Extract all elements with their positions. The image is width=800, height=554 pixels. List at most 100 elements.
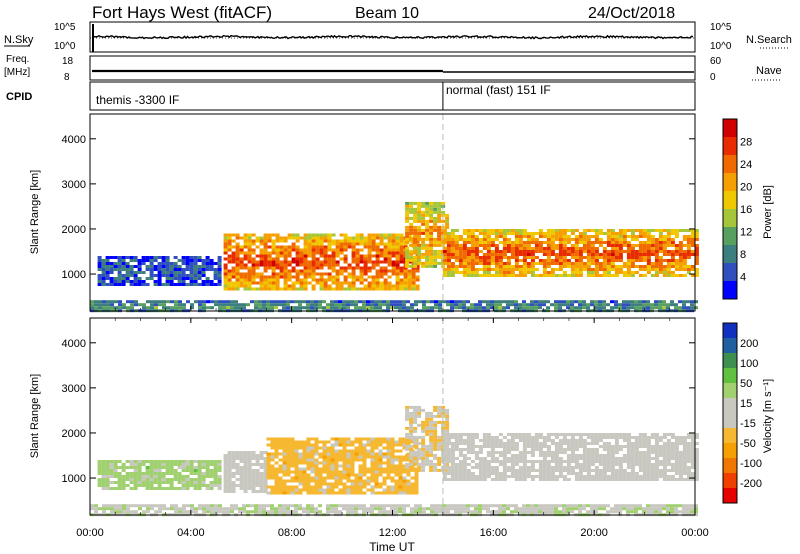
heatmap-cell [611,274,615,277]
heatmap-cell [415,477,419,480]
heatmap-cell [425,208,429,211]
heatmap-cell [413,457,417,460]
heatmap-cell [346,300,350,303]
heatmap-cell [343,483,347,486]
heatmap-cell [254,300,258,303]
heatmap-cell [539,451,543,454]
heatmap-cell [671,436,675,439]
heatmap-cell [615,439,619,442]
heatmap-cell [110,469,114,472]
heatmap-cell [380,243,384,246]
heatmap-cell [691,253,695,256]
heatmap-cell [299,456,303,459]
heatmap-cell [198,268,202,271]
heatmap-cell [399,483,403,486]
heatmap-cell [527,475,531,478]
heatmap-cell [268,237,272,240]
heatmap-cell [344,261,348,264]
heatmap-cell [579,247,583,250]
heatmap-cell [359,447,363,450]
heatmap-cell [142,472,146,475]
heatmap-cell [659,265,663,268]
heatmap-cell [659,469,663,472]
heatmap-cell [483,247,487,250]
heatmap-cell [611,436,615,439]
heatmap-cell [563,250,567,253]
heatmap-cell [363,492,367,495]
heatmap-cell [539,454,543,457]
heatmap-cell [371,477,375,480]
heatmap-cell [551,229,555,232]
heatmap-cell [429,433,433,436]
heatmap-cell [323,465,327,468]
heatmap-cell [356,258,360,261]
heatmap-cell [630,306,634,309]
heatmap-cell [178,487,182,490]
heatmap-cell [575,472,579,475]
heatmap-cell [451,445,455,448]
heatmap-cell [595,253,599,256]
heatmap-cell [463,472,467,475]
heatmap-cell [459,448,463,451]
heatmap-cell [527,238,531,241]
heatmap-cell [615,433,619,436]
heatmap-cell [271,489,275,492]
heatmap-cell [499,454,503,457]
heatmap-cell [603,436,607,439]
heatmap-cell [268,261,272,264]
heatmap-cell [339,459,343,462]
heatmap-cell [639,256,643,259]
heatmap-cell [154,280,158,283]
heatmap-cell [307,438,311,441]
heatmap-cell [339,450,343,453]
heatmap-cell [266,504,270,507]
heatmap-cell [463,469,467,472]
heatmap-cell [643,463,647,466]
heatmap-cell [186,283,190,286]
heatmap-cell [413,460,417,463]
heatmap-cell [287,468,291,471]
heatmap-cell [284,261,288,264]
heatmap-cell [170,283,174,286]
heatmap-cell [154,300,158,303]
heatmap-cell [539,460,543,463]
heatmap-cell [639,235,643,238]
heatmap-cell [414,507,418,510]
heatmap-cell [599,433,603,436]
heatmap-cell [495,460,499,463]
heatmap-cell [471,274,475,277]
heatmap-cell [417,448,421,451]
heatmap-cell [260,472,264,475]
heatmap-cell [417,436,421,439]
heatmap-cell [429,421,433,424]
heatmap-cell [470,306,474,309]
heatmap-cell [626,306,630,309]
heatmap-cell [603,253,607,256]
heatmap-cell [663,448,667,451]
heatmap-cell [391,477,395,480]
heatmap-cell [308,249,312,252]
heatmap-cell [417,466,421,469]
heatmap-cell [463,433,467,436]
heatmap-cell [296,276,300,279]
nsky-tick-top: 10^5 [54,22,76,33]
heatmap-cell [575,262,579,265]
y-tick-label: 3000 [62,179,86,191]
heatmap-cell [539,466,543,469]
heatmap-cell [463,259,467,262]
heatmap-cell [264,249,268,252]
heatmap-cell [499,265,503,268]
heatmap-cell [679,241,683,244]
heatmap-cell [539,475,543,478]
heatmap-cell [583,448,587,451]
heatmap-cell [198,466,202,469]
heatmap-cell [639,436,643,439]
heatmap-cell [150,303,154,306]
heatmap-cell [519,271,523,274]
heatmap-cell [635,457,639,460]
heatmap-cell [158,271,162,274]
heatmap-cell [391,441,395,444]
heatmap-cell [547,274,551,277]
heatmap-cell [344,255,348,258]
heatmap-cell [339,456,343,459]
